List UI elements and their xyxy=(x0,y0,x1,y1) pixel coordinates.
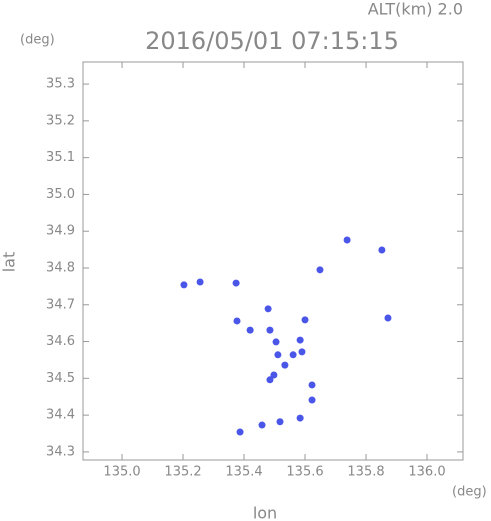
echo-point xyxy=(233,317,241,325)
x-axis-label: lon xyxy=(253,504,277,521)
echo-point xyxy=(281,361,289,369)
echo-point xyxy=(308,396,316,404)
echo-point xyxy=(384,314,392,322)
y-tick-label: 34.8 xyxy=(46,260,75,275)
echo-point xyxy=(316,266,324,274)
echo-point xyxy=(378,246,386,254)
x-tick-label: 135.0 xyxy=(103,465,140,480)
y-axis-label: lat xyxy=(0,252,19,273)
echo-point xyxy=(301,316,309,324)
echo-point xyxy=(274,351,282,359)
echo-point xyxy=(289,351,297,359)
echo-point xyxy=(266,326,274,334)
y-tick-label: 34.3 xyxy=(46,444,75,459)
chart-title: 2016/05/01 07:15:15 xyxy=(145,27,399,55)
echo-point xyxy=(298,348,306,356)
echo-point xyxy=(246,326,254,334)
echo-point xyxy=(276,418,284,426)
x-tick-label: 135.8 xyxy=(347,465,384,480)
echo-point xyxy=(272,338,280,346)
plot-frame xyxy=(82,61,464,461)
echo-point xyxy=(264,305,272,313)
y-unit: (deg) xyxy=(20,33,55,48)
echo-point xyxy=(180,281,188,289)
chart-subtitle: ALT(km) 2.0 xyxy=(368,0,463,19)
x-tick-label: 136.0 xyxy=(408,465,445,480)
y-tick-label: 34.5 xyxy=(46,371,75,386)
y-tick-label: 35.2 xyxy=(46,113,75,128)
y-tick-label: 34.4 xyxy=(46,408,75,423)
echo-point xyxy=(232,279,240,287)
x-tick-label: 135.2 xyxy=(164,465,201,480)
echo-point xyxy=(308,381,316,389)
echo-point xyxy=(296,414,304,422)
x-tick-label: 135.4 xyxy=(225,465,262,480)
echo-point xyxy=(196,278,204,286)
y-tick-label: 35.1 xyxy=(46,150,75,165)
y-tick-label: 35.3 xyxy=(46,77,75,92)
echo-point xyxy=(270,371,278,379)
echo-point xyxy=(266,376,274,384)
x-unit: (deg) xyxy=(452,485,487,500)
echo-point xyxy=(343,236,351,244)
echo-point xyxy=(258,421,266,429)
y-tick-label: 34.7 xyxy=(46,297,75,312)
y-tick-label: 34.9 xyxy=(46,224,75,239)
echo-point xyxy=(296,336,304,344)
x-tick-label: 135.6 xyxy=(286,465,323,480)
echo-point xyxy=(236,428,244,436)
y-tick-label: 35.0 xyxy=(46,187,75,202)
y-tick-label: 34.6 xyxy=(46,334,75,349)
